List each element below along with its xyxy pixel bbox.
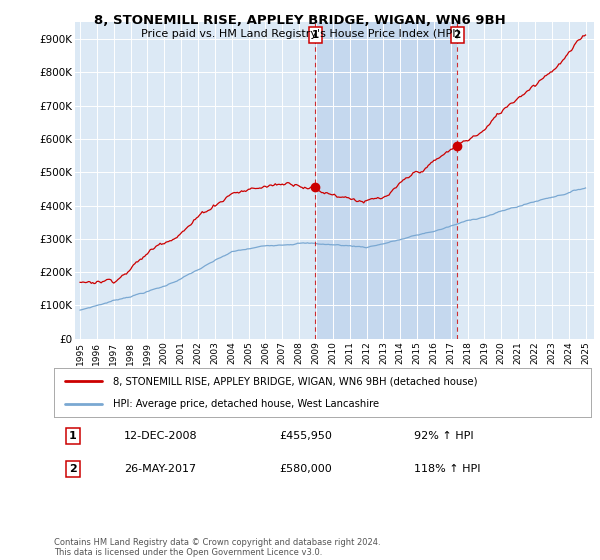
Text: 92% ↑ HPI: 92% ↑ HPI [414, 431, 473, 441]
Text: 118% ↑ HPI: 118% ↑ HPI [414, 464, 480, 474]
Text: Contains HM Land Registry data © Crown copyright and database right 2024.
This d: Contains HM Land Registry data © Crown c… [54, 538, 380, 557]
Text: 2: 2 [454, 30, 461, 40]
Text: 2: 2 [69, 464, 77, 474]
Text: 1: 1 [311, 30, 319, 40]
Text: HPI: Average price, detached house, West Lancashire: HPI: Average price, detached house, West… [113, 399, 379, 409]
Text: 8, STONEMILL RISE, APPLEY BRIDGE, WIGAN, WN6 9BH: 8, STONEMILL RISE, APPLEY BRIDGE, WIGAN,… [94, 14, 506, 27]
Text: 8, STONEMILL RISE, APPLEY BRIDGE, WIGAN, WN6 9BH (detached house): 8, STONEMILL RISE, APPLEY BRIDGE, WIGAN,… [113, 376, 478, 386]
Text: 12-DEC-2008: 12-DEC-2008 [124, 431, 197, 441]
Text: £455,950: £455,950 [280, 431, 332, 441]
Text: Price paid vs. HM Land Registry's House Price Index (HPI): Price paid vs. HM Land Registry's House … [140, 29, 460, 39]
Text: 1: 1 [69, 431, 77, 441]
Text: 26-MAY-2017: 26-MAY-2017 [124, 464, 196, 474]
Text: £580,000: £580,000 [280, 464, 332, 474]
Bar [315, 22, 457, 339]
